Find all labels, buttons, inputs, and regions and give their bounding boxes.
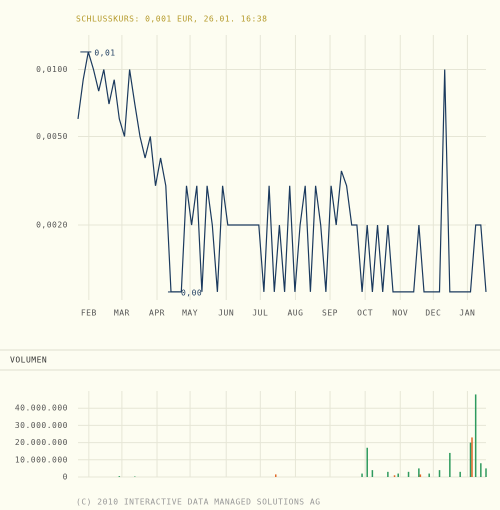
- x-tick-label: DEC: [425, 309, 441, 318]
- volume-bar: [397, 473, 399, 477]
- volume-bar: [418, 468, 420, 477]
- volume-bar: [419, 474, 422, 477]
- volume-bar: [275, 474, 277, 477]
- x-tick-label: JUN: [218, 309, 234, 318]
- x-tick-label: AUG: [287, 309, 303, 318]
- low-label: 0,00: [181, 288, 202, 297]
- x-tick-label: SEP: [322, 309, 338, 318]
- volume-bar: [361, 473, 363, 477]
- volume-bar: [393, 475, 396, 477]
- y-tick-label: 0,0050: [36, 132, 68, 141]
- volume-bar: [134, 476, 136, 477]
- x-tick-label: MAY: [182, 309, 198, 318]
- y-tick-label: 0: [63, 473, 68, 482]
- volume-bar: [449, 452, 451, 477]
- x-tick-label: JUL: [252, 309, 268, 318]
- y-tick-label: 20.000.000: [15, 438, 68, 447]
- volume-bar: [485, 468, 487, 477]
- high-label: 0,01: [94, 48, 115, 57]
- chart-title: SCHLUSSKURS: 0,001 EUR, 26.01. 16:38: [76, 15, 267, 24]
- volume-title: VOLUMEN: [10, 356, 47, 365]
- x-tick-label: JAN: [459, 309, 475, 318]
- x-tick-label: FEB: [81, 309, 97, 318]
- x-tick-label: MAR: [114, 309, 130, 318]
- y-tick-label: 40.000.000: [15, 404, 68, 413]
- y-tick-label: 0,0020: [36, 220, 68, 229]
- volume-bar: [407, 471, 410, 477]
- volume-bar: [474, 394, 477, 477]
- volume-bar: [469, 442, 472, 477]
- volume-bar: [118, 476, 121, 477]
- volume-bar: [371, 470, 374, 477]
- x-tick-label: NOV: [392, 309, 408, 318]
- volume-bar: [480, 463, 482, 477]
- x-tick-label: APR: [149, 309, 165, 318]
- volume-bar: [438, 470, 441, 477]
- volume-bar: [459, 471, 461, 477]
- volume-bar: [366, 447, 368, 477]
- y-tick-label: 10.000.000: [15, 455, 68, 464]
- y-tick-label: 0,0100: [36, 65, 68, 74]
- volume-bar: [471, 437, 473, 477]
- x-tick-label: OCT: [357, 309, 373, 318]
- y-tick-label: 30.000.000: [15, 421, 68, 430]
- volume-bar: [387, 471, 389, 477]
- volume-bar: [428, 473, 430, 477]
- price-line: [77, 51, 487, 293]
- footer: (C) 2010 INTERACTIVE DATA MANAGED SOLUTI…: [76, 498, 321, 507]
